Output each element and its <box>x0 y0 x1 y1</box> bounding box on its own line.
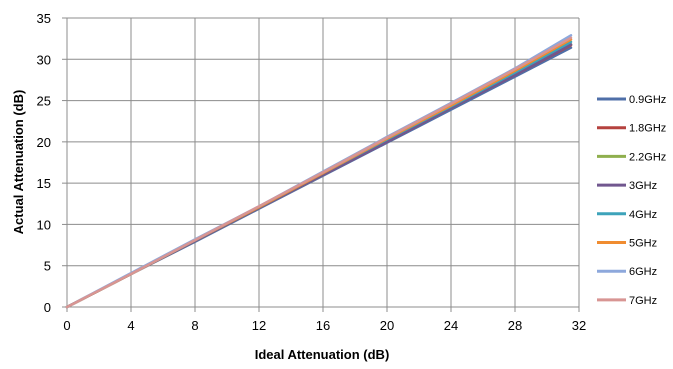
legend-label: 4GHz <box>629 209 657 221</box>
legend-item: 1.8GHz <box>597 123 666 135</box>
y-axis-title: Actual Attenuation (dB) <box>11 90 26 235</box>
axes: 0 4 8 12 16 20 24 28 32 0 5 10 15 20 25 30 35 <box>37 11 587 333</box>
x-tick-label: 24 <box>444 318 458 333</box>
y-tick-label: 25 <box>37 94 51 109</box>
y-tick-label: 30 <box>37 52 51 67</box>
y-tick-label: 10 <box>37 217 51 232</box>
x-tick-label: 0 <box>63 318 70 333</box>
legend-label: 3GHz <box>629 180 657 192</box>
legend-item: 2.2GHz <box>597 151 666 163</box>
x-tick-label: 4 <box>127 318 134 333</box>
y-tick-label: 35 <box>37 11 51 26</box>
legend: 0.9GHz 1.8GHz 2.2GHz 3GHz 4GHz 5GHz 6GHz 7GHz <box>597 94 666 307</box>
x-tick-label: 16 <box>316 318 330 333</box>
x-tick-label: 28 <box>508 318 522 333</box>
legend-label: 6GHz <box>629 266 657 278</box>
legend-item: 0.9GHz <box>597 94 666 106</box>
legend-item: 7GHz <box>597 295 657 307</box>
legend-label: 7GHz <box>629 295 657 307</box>
legend-item: 5GHz <box>597 238 657 250</box>
legend-item: 6GHz <box>597 266 657 278</box>
y-tick-label: 5 <box>44 259 51 274</box>
x-axis-title: Ideal Attenuation (dB) <box>255 347 390 362</box>
series-line-7GHz <box>65 36 573 309</box>
y-tick-label: 0 <box>44 300 51 315</box>
x-tick-label: 8 <box>191 318 198 333</box>
series-line-6GHz <box>65 34 573 309</box>
legend-label: 0.9GHz <box>629 94 666 106</box>
y-tick-label: 20 <box>37 135 51 150</box>
legend-label: 5GHz <box>629 238 657 250</box>
x-tick-label: 32 <box>572 318 586 333</box>
legend-item: 4GHz <box>597 209 657 221</box>
y-tick-label: 15 <box>37 176 51 191</box>
legend-label: 2.2GHz <box>629 151 666 163</box>
legend-label: 1.8GHz <box>629 123 666 135</box>
legend-item: 3GHz <box>597 180 657 192</box>
grid <box>67 17 580 307</box>
series-lines <box>65 34 573 309</box>
x-tick-label: 20 <box>380 318 394 333</box>
x-tick-label: 12 <box>252 318 266 333</box>
